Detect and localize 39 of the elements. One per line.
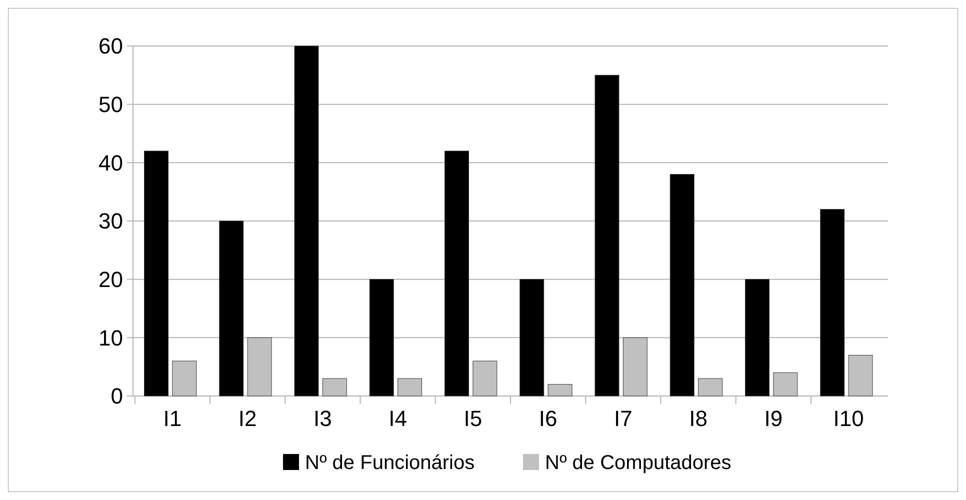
y-tick-label: 30 (98, 208, 123, 234)
x-tick-label: I3 (314, 406, 332, 431)
x-tick-label: I9 (764, 406, 783, 431)
bar (144, 150, 168, 396)
bar (520, 279, 544, 396)
y-tick-label: 40 (98, 150, 123, 176)
bar (848, 354, 873, 396)
bar (698, 378, 723, 396)
bar (594, 74, 620, 396)
bar (444, 150, 469, 396)
y-tick-label: 10 (98, 325, 123, 350)
x-tick-label: I2 (238, 406, 257, 431)
x-tick-label: I4 (388, 406, 407, 431)
bar (622, 337, 648, 396)
x-tick-label: I5 (464, 406, 482, 431)
bar (670, 174, 694, 396)
legend-label: Nº de Funcionários (305, 452, 475, 474)
bar (773, 372, 798, 396)
bar (369, 279, 394, 396)
bar (472, 360, 498, 396)
y-tick-label: 0 (110, 384, 123, 409)
y-tick-label: 50 (98, 92, 123, 118)
bar (247, 337, 272, 396)
bar (745, 279, 770, 396)
bar (172, 360, 197, 396)
x-tick-label: I7 (614, 406, 632, 431)
bar (820, 209, 845, 396)
bar (322, 378, 347, 396)
x-tick-label: I6 (538, 406, 558, 431)
bar (398, 378, 422, 396)
legend-label: Nº de Computadores (545, 452, 732, 474)
x-tick-label: I1 (163, 406, 182, 431)
x-tick-label: I8 (689, 406, 708, 431)
bar (219, 220, 244, 396)
y-tick-label: 20 (98, 267, 123, 292)
x-tick-label: I10 (833, 406, 864, 431)
bar (548, 384, 572, 396)
y-tick-label: 60 (98, 34, 123, 59)
bar (294, 46, 319, 396)
